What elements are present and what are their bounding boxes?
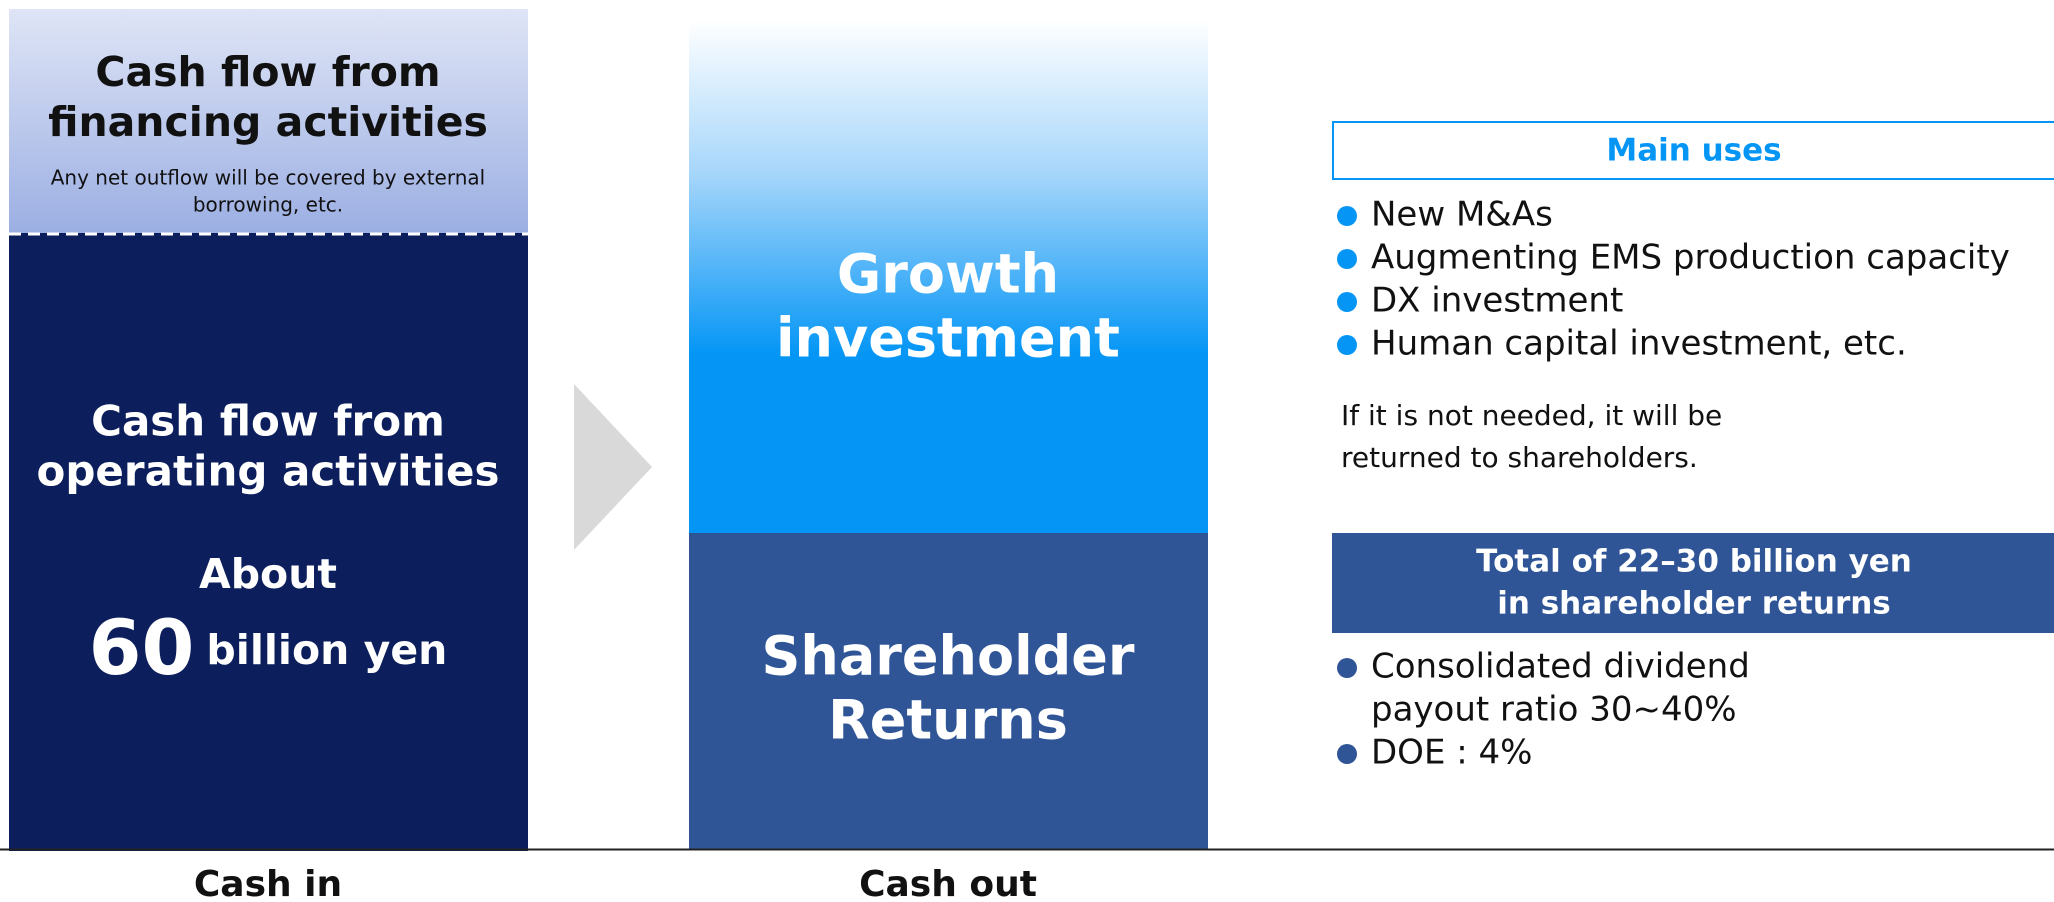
returns-title: Total of 22–30 billion yen — [1476, 544, 1912, 580]
about: About — [199, 550, 337, 598]
returns-header — [1332, 533, 2054, 633]
bullet — [1337, 249, 1357, 269]
amount-unit: billion yen — [206, 626, 447, 674]
financing-title: Cash flow from — [95, 48, 440, 96]
returns-title: in shareholder returns — [1497, 586, 1891, 622]
financing-note: Any net outflow will be covered by exter… — [51, 166, 485, 190]
cash-out-label: Cash out — [859, 864, 1037, 902]
return-item: DOE : 4% — [1371, 733, 1532, 773]
cash-in-label: Cash in — [194, 864, 342, 902]
financing-box — [9, 9, 528, 233]
use-item: Human capital investment, etc. — [1371, 324, 1907, 364]
financing-note: borrowing, etc. — [193, 193, 343, 217]
main-uses-title: Main uses — [1606, 133, 1781, 169]
growth-label: Growth — [837, 243, 1059, 306]
bullet — [1337, 206, 1357, 226]
growth-box — [689, 20, 1208, 533]
use-item: New M&As — [1371, 195, 1553, 235]
return-item: Consolidated dividend — [1371, 647, 1750, 687]
operating-box — [9, 233, 528, 851]
main-uses-header — [1332, 121, 2054, 180]
use-item: DX investment — [1371, 281, 1623, 321]
amount: 60 billion yen — [89, 603, 448, 692]
arrow — [574, 384, 652, 550]
main-uses-note: If it is not needed, it will be — [1341, 399, 1722, 432]
returns-label: Shareholder — [762, 625, 1135, 688]
return-item: payout ratio 30~40% — [1371, 690, 1737, 730]
bullet — [1337, 335, 1357, 355]
bullet — [1337, 658, 1357, 678]
operating-title: operating activities — [37, 447, 500, 496]
returns-label: Returns — [828, 689, 1068, 752]
main-uses-note: returned to shareholders. — [1341, 441, 1698, 474]
bullet — [1337, 744, 1357, 764]
use-item: Augmenting EMS production capacity — [1371, 238, 2010, 278]
operating-title: Cash flow from — [91, 397, 445, 446]
returns-box — [689, 533, 1208, 849]
amount-value: 60 — [89, 603, 195, 692]
growth-label: investment — [776, 307, 1120, 370]
bullet — [1337, 292, 1357, 312]
financing-title: financing activities — [48, 98, 488, 146]
